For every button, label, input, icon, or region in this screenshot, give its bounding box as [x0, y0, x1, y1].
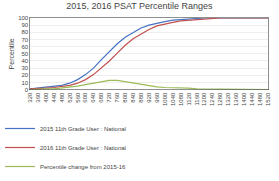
svg-text:1320: 1320 [225, 92, 231, 106]
svg-text:1240: 1240 [209, 92, 215, 106]
svg-text:1080: 1080 [178, 92, 184, 106]
svg-text:320: 320 [27, 92, 33, 103]
svg-text:60: 60 [22, 44, 29, 50]
svg-text:30: 30 [22, 65, 29, 71]
svg-text:20: 20 [22, 72, 29, 78]
svg-text:1120: 1120 [186, 92, 192, 106]
svg-text:1360: 1360 [233, 92, 239, 106]
svg-text:1200: 1200 [201, 92, 207, 106]
svg-text:100: 100 [18, 15, 29, 21]
svg-text:360: 360 [35, 92, 41, 103]
svg-text:1520: 1520 [265, 92, 271, 106]
svg-text:Percentile change from 2015-16: Percentile change from 2015-16 [40, 164, 126, 170]
svg-text:1160: 1160 [194, 92, 200, 106]
svg-text:2016 11th Grade User : Nationa: 2016 11th Grade User : National [40, 145, 126, 151]
svg-text:720: 720 [106, 92, 112, 103]
svg-text:90: 90 [22, 22, 29, 28]
svg-text:520: 520 [67, 92, 73, 103]
svg-text:Percentile: Percentile [8, 38, 15, 69]
svg-text:1440: 1440 [249, 92, 255, 106]
svg-text:70: 70 [22, 37, 29, 43]
svg-text:1480: 1480 [257, 92, 263, 106]
svg-text:600: 600 [82, 92, 88, 103]
svg-text:1000: 1000 [162, 92, 168, 106]
svg-text:880: 880 [138, 92, 144, 103]
svg-text:960: 960 [154, 92, 160, 103]
svg-text:760: 760 [114, 92, 120, 103]
svg-text:2015 11th Grade User : Nationa: 2015 11th Grade User : National [40, 126, 126, 132]
svg-text:1040: 1040 [170, 92, 176, 106]
svg-text:10: 10 [22, 80, 29, 86]
svg-text:840: 840 [130, 92, 136, 103]
svg-text:440: 440 [51, 92, 57, 103]
svg-text:640: 640 [90, 92, 96, 103]
svg-text:920: 920 [146, 92, 152, 103]
svg-text:50: 50 [22, 51, 29, 57]
svg-text:800: 800 [122, 92, 128, 103]
svg-text:2015, 2016 PSAT Percentile Ran: 2015, 2016 PSAT Percentile Ranges [66, 1, 213, 11]
svg-text:400: 400 [43, 92, 49, 103]
svg-text:40: 40 [22, 58, 29, 64]
svg-text:560: 560 [75, 92, 81, 103]
svg-text:80: 80 [22, 29, 29, 35]
svg-text:480: 480 [59, 92, 65, 103]
svg-text:680: 680 [98, 92, 104, 103]
svg-text:1280: 1280 [217, 92, 223, 106]
svg-text:1400: 1400 [241, 92, 247, 106]
svg-text:0: 0 [25, 87, 29, 93]
